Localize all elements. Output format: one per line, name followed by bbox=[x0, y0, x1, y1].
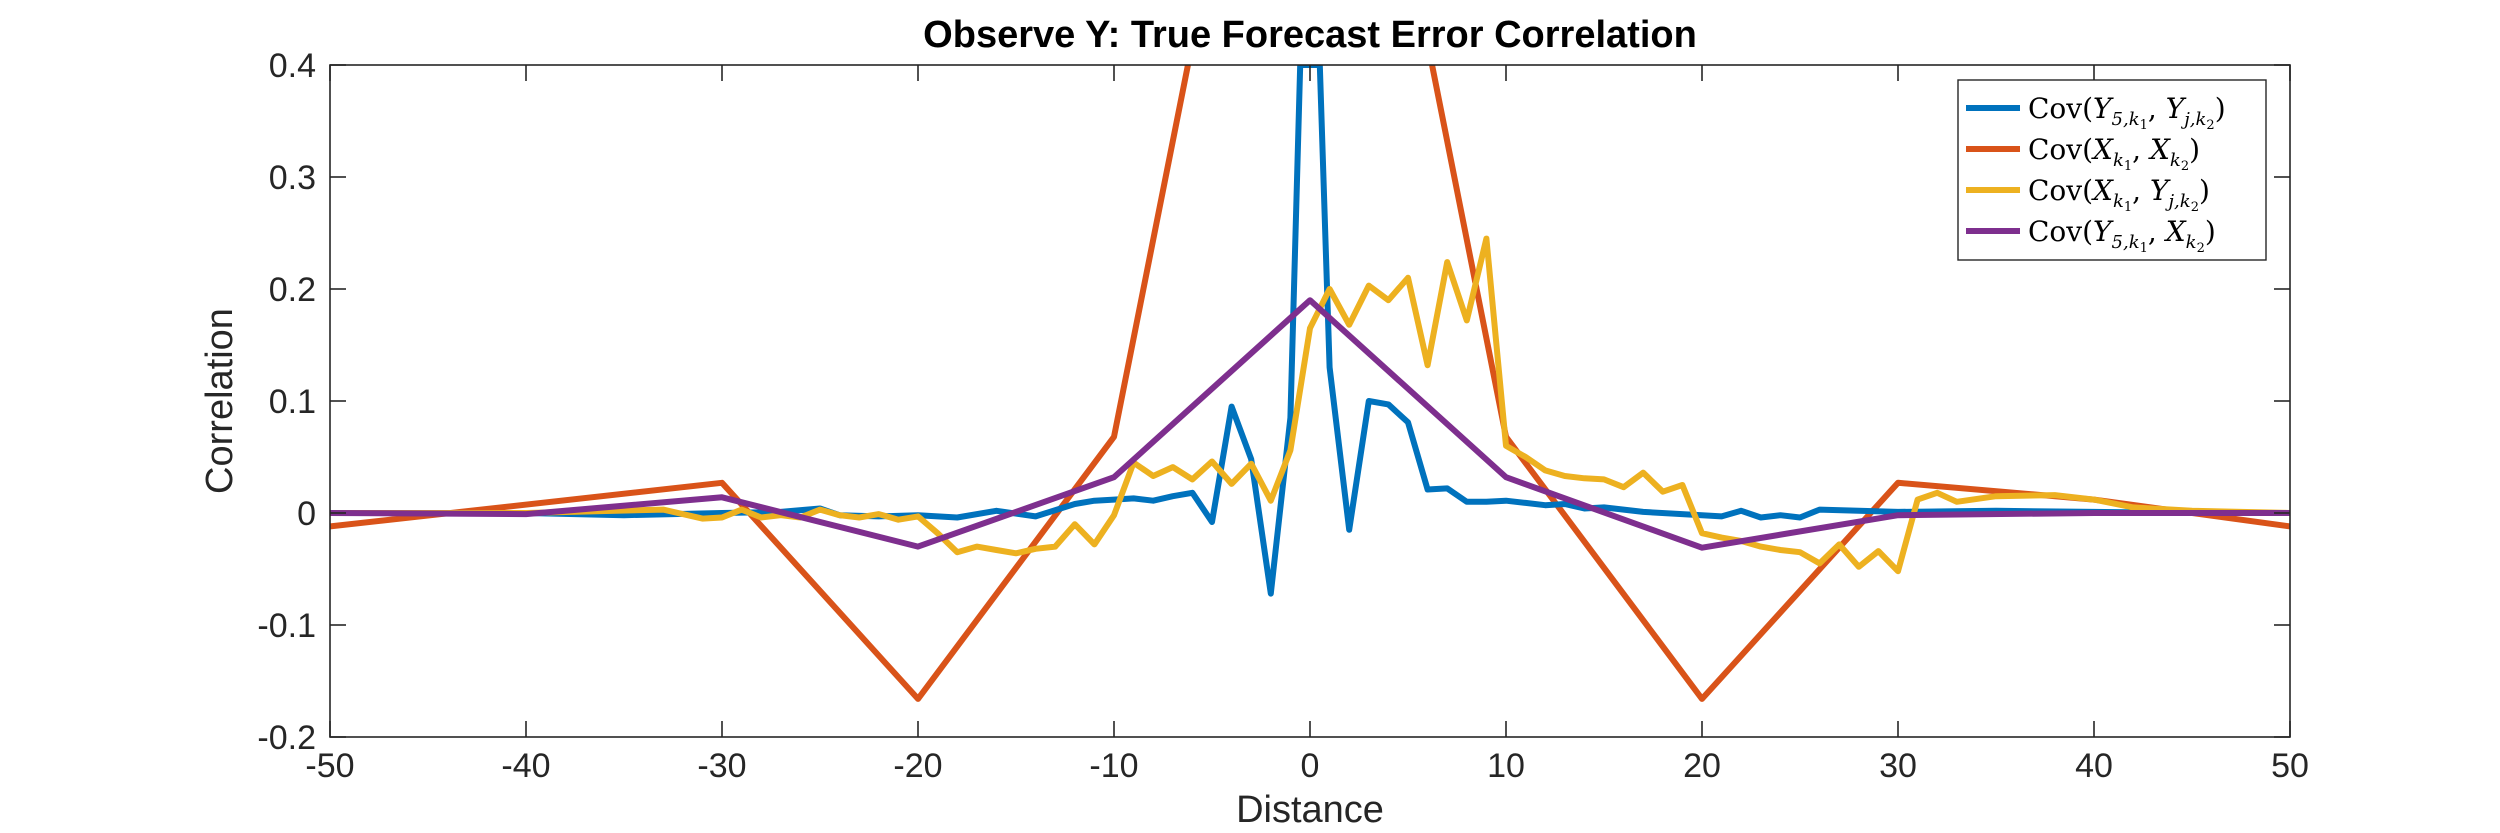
series-line-2 bbox=[330, 65, 2290, 702]
x-tick-label: 20 bbox=[1683, 747, 1721, 785]
legend-item-2: Cov(Xk1, Xk2) bbox=[1966, 133, 2200, 174]
y-tick-label: 0.1 bbox=[269, 383, 316, 421]
y-axis-title: Correlation bbox=[199, 308, 241, 494]
x-tick-label: -40 bbox=[501, 747, 550, 785]
y-tick-label: 0.2 bbox=[269, 271, 316, 309]
y-tick-label: -0.2 bbox=[257, 719, 316, 757]
series-layer bbox=[330, 65, 2290, 702]
legend: Cov(Y5,k1, Yj,k2)Cov(Xk1, Xk2)Cov(Xk1, Y… bbox=[1957, 79, 2267, 261]
legend-items: Cov(Y5,k1, Yj,k2)Cov(Xk1, Xk2)Cov(Xk1, Y… bbox=[1966, 92, 2226, 256]
y-tick-label: 0.3 bbox=[269, 159, 316, 197]
legend-item-1: Cov(Y5,k1, Yj,k2) bbox=[1966, 92, 2226, 133]
x-tick-label: 0 bbox=[1301, 747, 1320, 785]
plot-area: -50 -40 -30 -20 -10 0 10 20 30 40 50 -0.2 -0.1 0 0.1 0.… bbox=[257, 47, 2309, 785]
ticks-layer: -50 -40 -30 -20 -10 0 10 20 30 40 50 -0.2 -0.1 0 0.1 0.… bbox=[257, 47, 2309, 785]
legend-item-4: Cov(Y5,k1, Xk2) bbox=[1966, 215, 2216, 256]
y-tick-label: 0.4 bbox=[269, 47, 316, 85]
legend-item-3: Cov(Xk1, Yj,k2) bbox=[1966, 174, 2210, 215]
x-tick-label: -20 bbox=[893, 747, 942, 785]
x-axis-title: Distance bbox=[1236, 789, 1384, 831]
x-tick-label: 30 bbox=[1879, 747, 1917, 785]
chart-title: Observe Y: True Forecast Error Correlati… bbox=[923, 14, 1697, 56]
y-tick-label: -0.1 bbox=[257, 607, 316, 645]
x-tick-label: -50 bbox=[305, 747, 354, 785]
x-tick-label: -10 bbox=[1089, 747, 1138, 785]
x-tick-label: 10 bbox=[1487, 747, 1525, 785]
series-line-1 bbox=[330, 65, 2290, 597]
x-tick-label: -30 bbox=[697, 747, 746, 785]
x-tick-label: 40 bbox=[2075, 747, 2113, 785]
legend-label: Cov(Y5,k1, Xk2) bbox=[2028, 215, 2216, 256]
legend-label: Cov(Xk1, Yj,k2) bbox=[2028, 174, 2210, 215]
legend-label: Cov(Xk1, Xk2) bbox=[2028, 133, 2200, 174]
y-tick-label: 0 bbox=[297, 495, 316, 533]
series-line-4 bbox=[330, 297, 2290, 551]
series-line-3 bbox=[330, 235, 2290, 575]
legend-label: Cov(Y5,k1, Yj,k2) bbox=[2028, 92, 2226, 133]
x-tick-label: 50 bbox=[2271, 747, 2309, 785]
